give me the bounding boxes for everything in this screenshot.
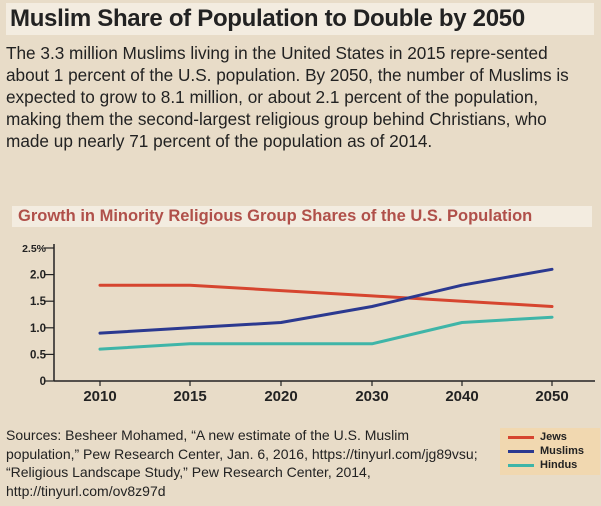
series-line-hindus — [98, 315, 554, 351]
x-tick-label: 2050 — [535, 388, 568, 405]
series-line-jews — [98, 283, 554, 308]
x-tick-label: 2015 — [173, 388, 206, 405]
y-tick-label: 0 — [40, 376, 46, 388]
line-chart: 2.5% 2.0 1.5 1.0 0.5 0 2010 2015 2020 2030 2040 205… — [0, 232, 601, 422]
y-tick-label: 0.5 — [30, 349, 47, 361]
y-tick-label: 1.5 — [30, 296, 47, 308]
chart-title: Growth in Minority Religious Group Share… — [12, 206, 592, 227]
legend-label: Hindus — [540, 459, 578, 471]
legend-swatch-jews — [508, 435, 534, 439]
legend-swatch-hindus — [508, 463, 534, 467]
intro-paragraph: The 3.3 million Muslims living in the Un… — [6, 43, 569, 151]
y-tick-label: 2.0 — [30, 270, 46, 282]
legend-label: Muslims — [540, 445, 585, 457]
series-line-muslims — [98, 267, 554, 335]
chart-legend: Jews Muslims Hindus — [500, 428, 600, 475]
legend-swatch-muslims — [508, 449, 534, 453]
legend-item-jews: Jews — [508, 430, 600, 444]
legend-item-muslims: Muslims — [508, 444, 600, 458]
legend-item-hindus: Hindus — [508, 458, 600, 472]
x-tick-label: 2020 — [264, 388, 297, 405]
sources-text: Sources: Besheer Mohamed, “A new estimat… — [6, 427, 478, 499]
page-title: Muslim Share of Population to Double by … — [6, 3, 594, 35]
y-tick-label: 1.0 — [30, 323, 46, 335]
plot-background — [0, 232, 601, 422]
x-tick-label: 2010 — [83, 388, 116, 405]
x-tick-label: 2040 — [445, 388, 478, 405]
legend-label: Jews — [540, 431, 567, 443]
y-tick-label: 2.5% — [22, 243, 47, 255]
x-tick-label: 2030 — [355, 388, 388, 405]
